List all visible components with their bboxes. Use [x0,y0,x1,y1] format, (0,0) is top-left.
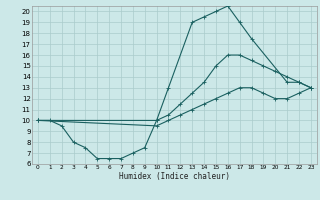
X-axis label: Humidex (Indice chaleur): Humidex (Indice chaleur) [119,172,230,181]
